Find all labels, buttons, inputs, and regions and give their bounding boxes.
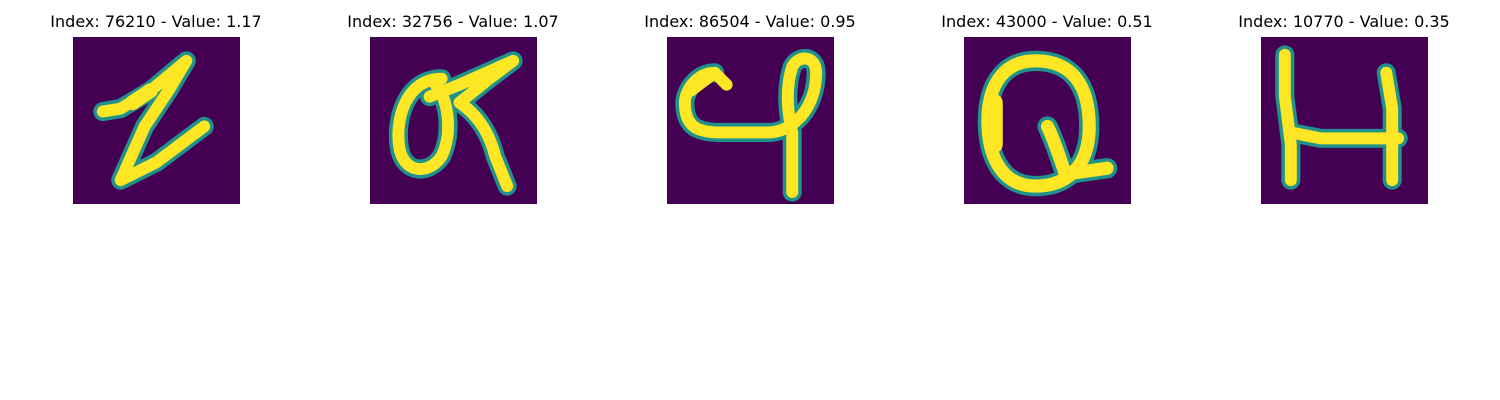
panel-3: Index: 86504 - Value: 0.95 (600, 0, 900, 210)
glyph-image (370, 37, 537, 204)
panel-5: Index: 10770 - Value: 0.35 (1194, 0, 1494, 210)
glyph-image (73, 37, 240, 204)
panel-title: Index: 86504 - Value: 0.95 (644, 12, 856, 31)
panel-title: Index: 10770 - Value: 0.35 (1238, 12, 1450, 31)
glyph-image (667, 37, 834, 204)
panel-2: Index: 32756 - Value: 1.07 (303, 0, 603, 210)
panel-title: Index: 32756 - Value: 1.07 (347, 12, 559, 31)
glyph-image (964, 37, 1131, 204)
panel-4: Index: 43000 - Value: 0.51 (897, 0, 1197, 210)
panel-1: Index: 76210 - Value: 1.17 (6, 0, 306, 210)
panel-title: Index: 76210 - Value: 1.17 (50, 12, 262, 31)
glyph-image (1261, 37, 1428, 204)
panel-title: Index: 43000 - Value: 0.51 (941, 12, 1153, 31)
